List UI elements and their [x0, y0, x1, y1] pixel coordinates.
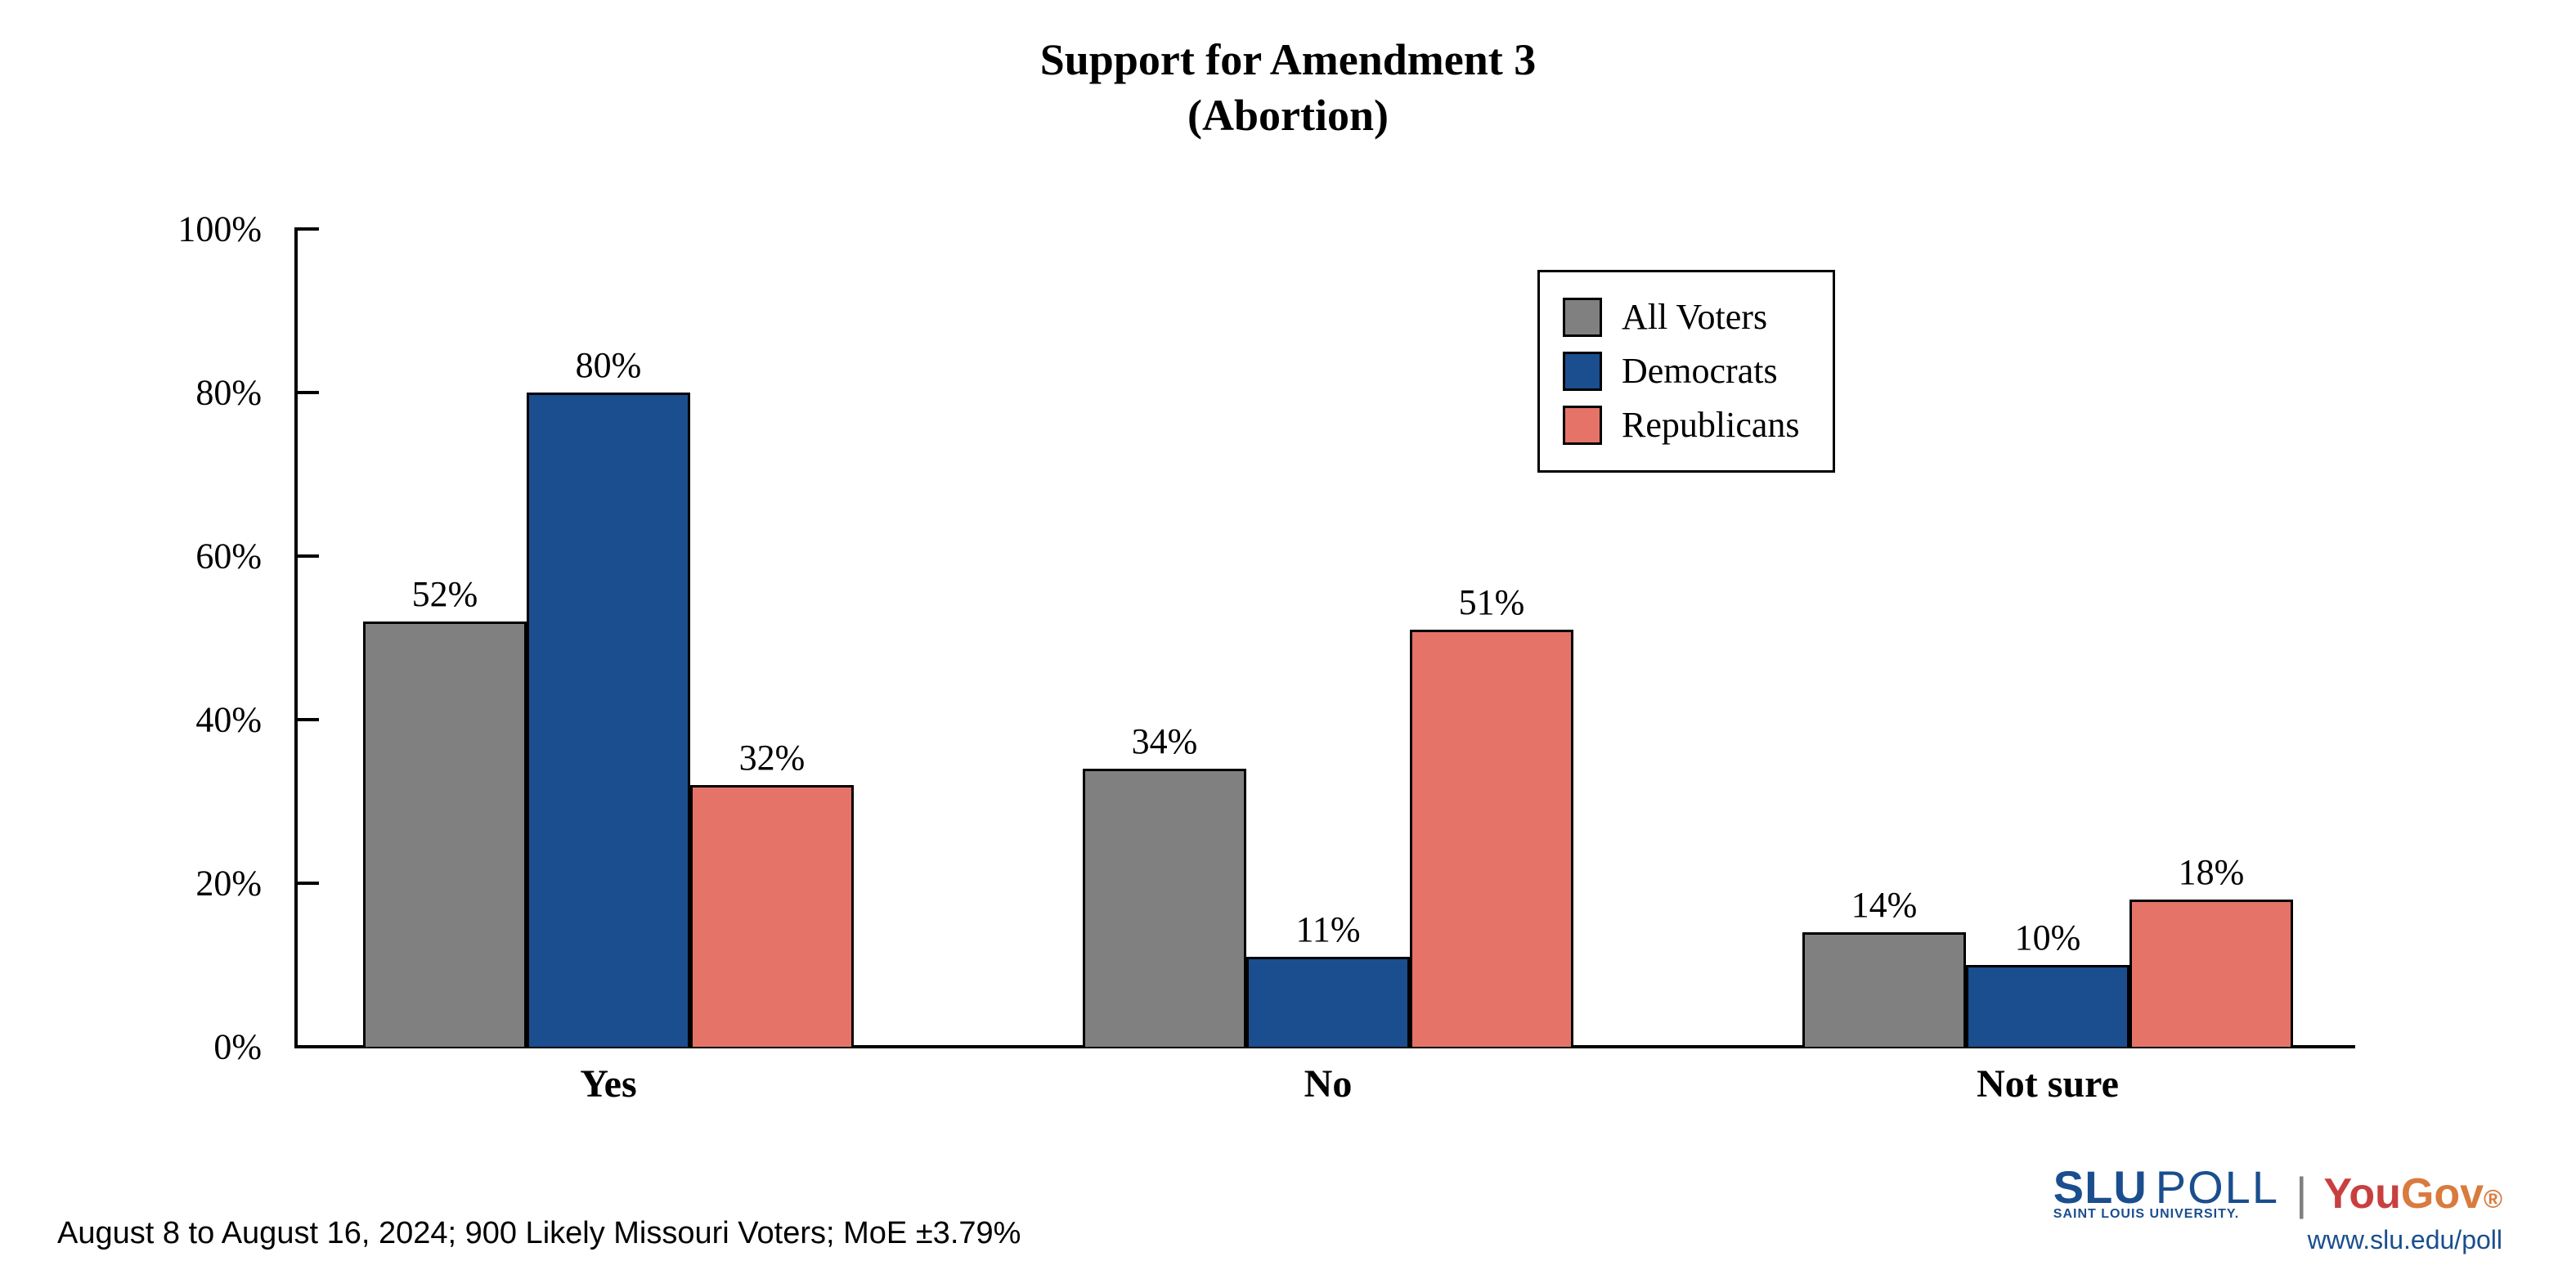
poll-text: POLL	[2156, 1167, 2279, 1208]
bar-wrap: 80%	[527, 229, 690, 1047]
chart-title: Support for Amendment 3 (Abortion)	[0, 0, 2576, 143]
legend-swatch	[1563, 298, 1602, 337]
bar-wrap: 32%	[690, 229, 854, 1047]
legend: All VotersDemocratsRepublicans	[1537, 270, 1835, 473]
bar	[1410, 630, 1573, 1047]
bar-value-label: 51%	[1459, 581, 1525, 630]
footer-note: August 8 to August 16, 2024; 900 Likely …	[57, 1216, 1021, 1251]
category-label: No	[1304, 1047, 1353, 1106]
bar-value-label: 32%	[739, 737, 806, 785]
slu-subtext: SAINT LOUIS UNIVERSITY.	[2053, 1209, 2239, 1220]
bar-wrap: 10%	[1966, 229, 2129, 1047]
bar-value-label: 52%	[412, 573, 478, 622]
legend-item: All Voters	[1563, 290, 1800, 344]
y-tick-label: 100%	[177, 209, 262, 250]
yougov-logo: YouGov®	[2324, 1169, 2502, 1218]
yougov-gov: Gov	[2401, 1169, 2484, 1218]
bar-group: 52%80%32%Yes	[363, 229, 854, 1047]
bar-wrap: 52%	[363, 229, 527, 1047]
bar	[690, 785, 854, 1047]
y-tick-label: 60%	[195, 536, 262, 577]
brand-divider: |	[2296, 1167, 2308, 1220]
bar-value-label: 10%	[2015, 917, 2081, 965]
y-tick-label: 0%	[213, 1026, 262, 1068]
bar	[2129, 900, 2293, 1047]
bar	[363, 622, 527, 1047]
slu-text: SLU	[2053, 1167, 2147, 1208]
bar-group: 34%11%51%No	[1083, 229, 1573, 1047]
category-label: Not sure	[1977, 1047, 2119, 1106]
yougov-dot: ®	[2484, 1185, 2502, 1214]
title-line1: Support for Amendment 3	[0, 33, 2576, 88]
chart-area: 0%20%40%60%80%100% 52%80%32%Yes34%11%51%…	[164, 229, 2453, 1047]
legend-label: All Voters	[1622, 290, 1767, 344]
bar	[1802, 932, 1966, 1047]
bar-wrap: 34%	[1083, 229, 1246, 1047]
y-tick-label: 20%	[195, 863, 262, 904]
chart-container: Support for Amendment 3 (Abortion) 0% 20%…	[0, 0, 2576, 1288]
y-axis: 0%20%40%60%80%100%	[164, 229, 294, 1047]
bar-wrap: 11%	[1246, 229, 1410, 1047]
bar-value-label: 14%	[1851, 884, 1918, 932]
bar-value-label: 18%	[2179, 851, 2245, 900]
bar	[1246, 957, 1410, 1047]
legend-item: Republicans	[1563, 398, 1800, 452]
bar-value-label: 34%	[1132, 720, 1198, 769]
bar-group: 14%10%18%Not sure	[1802, 229, 2293, 1047]
bar	[1966, 965, 2129, 1047]
slu-poll-logo: SLU POLL SAINT LOUIS UNIVERSITY.	[2053, 1167, 2279, 1220]
bar-value-label: 11%	[1295, 909, 1360, 957]
category-label: Yes	[580, 1047, 636, 1106]
legend-label: Democrats	[1622, 344, 1778, 398]
legend-label: Republicans	[1622, 398, 1800, 452]
legend-item: Democrats	[1563, 344, 1800, 398]
footer-brand: SLU POLL SAINT LOUIS UNIVERSITY. | YouGo…	[2053, 1167, 2502, 1255]
bar-wrap: 18%	[2129, 229, 2293, 1047]
plot-area: 52%80%32%Yes34%11%51%No14%10%18%Not sure	[298, 229, 2453, 1047]
bar-value-label: 80%	[576, 344, 642, 393]
yougov-you: You	[2324, 1169, 2401, 1218]
brand-url: www.slu.edu/poll	[2053, 1225, 2502, 1255]
bar	[1083, 769, 1246, 1047]
legend-swatch	[1563, 406, 1602, 445]
y-tick-label: 40%	[195, 699, 262, 741]
bar	[527, 393, 690, 1047]
legend-swatch	[1563, 352, 1602, 391]
title-line2: (Abortion)	[0, 88, 2576, 144]
brand-row: SLU POLL SAINT LOUIS UNIVERSITY. | YouGo…	[2053, 1167, 2502, 1220]
y-tick-label: 80%	[195, 372, 262, 414]
